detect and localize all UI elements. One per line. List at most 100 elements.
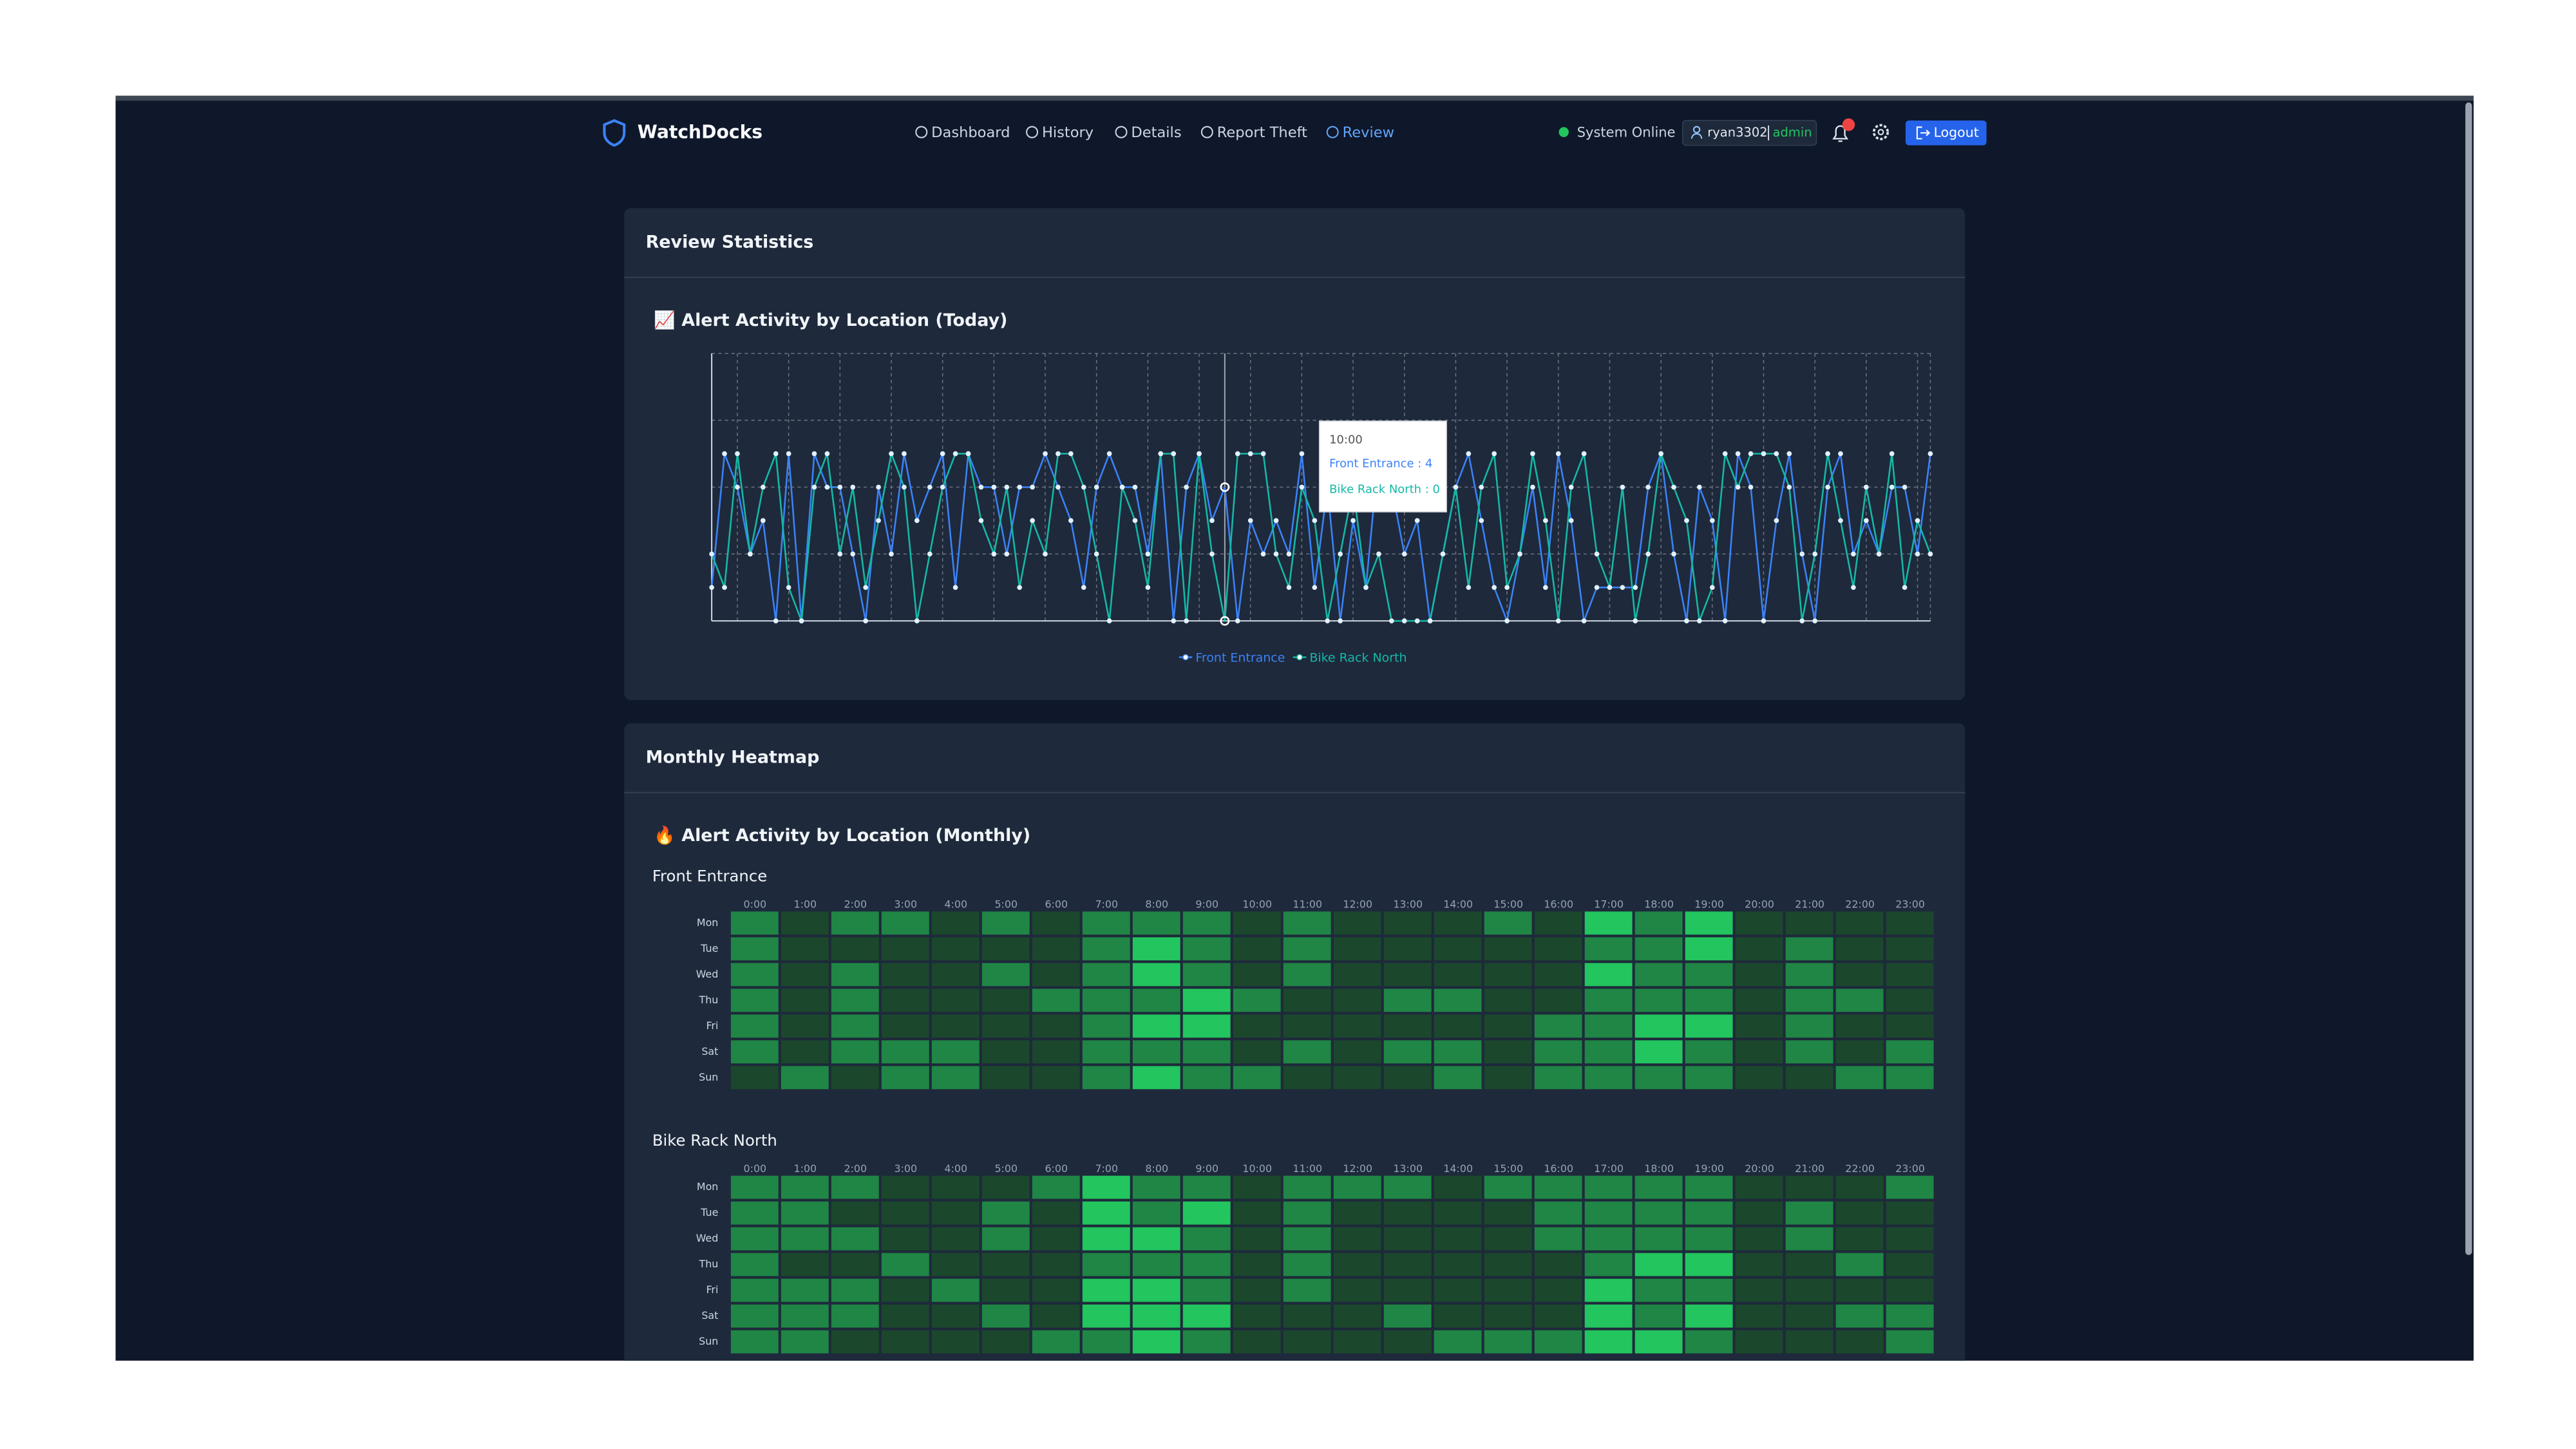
heatmap-cell xyxy=(1634,1253,1683,1276)
data-point xyxy=(927,484,933,490)
data-point xyxy=(1043,551,1048,557)
heatmap-cell xyxy=(1835,1330,1884,1354)
heatmap-cell xyxy=(1082,1304,1130,1328)
hour-label: 8:00 xyxy=(1145,898,1168,911)
data-point xyxy=(735,484,740,490)
notifications[interactable] xyxy=(1832,125,1849,142)
heatmap-cell xyxy=(781,1227,829,1251)
heatmap-cell xyxy=(881,1175,929,1199)
heatmap-cell xyxy=(1886,1040,1934,1064)
heatmap-cell xyxy=(1182,937,1231,961)
data-point xyxy=(952,451,958,457)
data-point xyxy=(1786,451,1792,457)
heatmap-cell xyxy=(1233,989,1281,1012)
heatmap-cell xyxy=(1484,1040,1532,1064)
hour-label: 3:00 xyxy=(894,1162,917,1175)
nav-link[interactable]: History xyxy=(1042,124,1094,141)
data-point xyxy=(722,451,727,457)
heatmap-cell xyxy=(730,1066,779,1090)
user-badge[interactable] xyxy=(1682,120,1817,146)
data-point xyxy=(1748,451,1754,457)
heatmap-cell xyxy=(1182,1278,1231,1302)
heatmap-cell xyxy=(1283,1014,1331,1038)
heatmap-cell xyxy=(1283,989,1331,1012)
heatmap-cell xyxy=(1032,1330,1080,1354)
heatmap-cell xyxy=(1785,1066,1833,1090)
heatmap-cell xyxy=(1785,1014,1833,1038)
data-point xyxy=(1812,551,1818,557)
heatmap-cell xyxy=(1484,1278,1532,1302)
heatmap-cell xyxy=(1685,989,1733,1012)
heatmap-cell xyxy=(831,1304,879,1328)
heatmap-cell xyxy=(1785,1227,1833,1251)
data-point xyxy=(1401,618,1407,623)
heatmap-cell xyxy=(1634,1330,1683,1354)
heatmap-cell xyxy=(1735,1253,1783,1276)
data-point xyxy=(1863,518,1869,524)
heatmap-cell xyxy=(1233,1304,1281,1328)
day-label: Sat xyxy=(701,1309,718,1321)
tooltip-line: Front Entrance : 4 xyxy=(1329,457,1432,471)
nav-link[interactable]: Review xyxy=(1343,124,1394,141)
data-point xyxy=(1414,518,1420,524)
data-point xyxy=(1568,518,1574,524)
hour-label: 11:00 xyxy=(1293,898,1322,911)
heatmap-cell xyxy=(1735,1066,1783,1090)
heatmap-cell xyxy=(1182,1175,1231,1199)
settings[interactable] xyxy=(1872,124,1889,140)
heatmap-cell xyxy=(781,1253,829,1276)
hour-label: 14:00 xyxy=(1443,1162,1473,1175)
data-point xyxy=(1851,585,1856,591)
heatmap-cell xyxy=(1584,937,1633,961)
heatmap-cell xyxy=(1333,1066,1381,1090)
data-point xyxy=(1645,484,1651,490)
hour-label: 6:00 xyxy=(1045,1162,1068,1175)
day-label: Thu xyxy=(699,1258,719,1270)
logout-button[interactable] xyxy=(1905,120,1987,146)
data-point xyxy=(1889,451,1895,457)
heatmap-cell xyxy=(931,1201,980,1225)
heatmap-cell xyxy=(1634,1040,1683,1064)
heatmap-cell xyxy=(1383,1040,1432,1064)
data-point xyxy=(1197,451,1202,457)
nav-link[interactable]: Report Theft xyxy=(1217,124,1307,141)
heatmap-cell xyxy=(1886,963,1934,987)
hour-label: 10:00 xyxy=(1242,1162,1272,1175)
data-point xyxy=(1094,484,1099,490)
brand[interactable]: WatchDocks xyxy=(638,121,762,142)
heatmap-cell xyxy=(1383,1253,1432,1276)
heatmap-cell xyxy=(1584,1066,1633,1090)
hour-label: 18:00 xyxy=(1644,898,1674,911)
data-point xyxy=(902,484,907,490)
nav-link[interactable]: Dashboard xyxy=(931,124,1010,141)
nav-link[interactable]: Details xyxy=(1131,124,1181,141)
data-point xyxy=(1633,618,1638,623)
heatmap-cell xyxy=(730,1175,779,1199)
heatmap-cell xyxy=(831,989,879,1012)
data-point xyxy=(1427,618,1433,623)
heatmap-cell xyxy=(781,989,829,1012)
data-point xyxy=(863,585,869,591)
data-point xyxy=(1902,484,1908,490)
data-point xyxy=(1466,585,1472,591)
data-point xyxy=(1094,551,1099,557)
heatmap-cell xyxy=(1032,1201,1080,1225)
data-point xyxy=(786,451,791,457)
data-point xyxy=(1671,551,1676,557)
heatmap-cell xyxy=(1333,963,1381,987)
heatmap-cell xyxy=(1634,1175,1683,1199)
heatmap-cell xyxy=(1383,963,1432,987)
hour-label: 6:00 xyxy=(1045,898,1068,911)
heatmap-cell xyxy=(1032,963,1080,987)
heatmap-cell xyxy=(1333,1304,1381,1328)
hour-label: 2:00 xyxy=(844,1162,867,1175)
data-point xyxy=(1568,484,1574,490)
data-point xyxy=(1030,484,1035,490)
data-point xyxy=(773,618,779,623)
heatmap-cell xyxy=(1484,1014,1532,1038)
data-point xyxy=(850,551,856,557)
heatmap-cell xyxy=(831,937,879,961)
heatmap-cell xyxy=(730,1278,779,1302)
heatmap-cell xyxy=(981,1175,1030,1199)
heatmap-cell xyxy=(1434,1175,1482,1199)
